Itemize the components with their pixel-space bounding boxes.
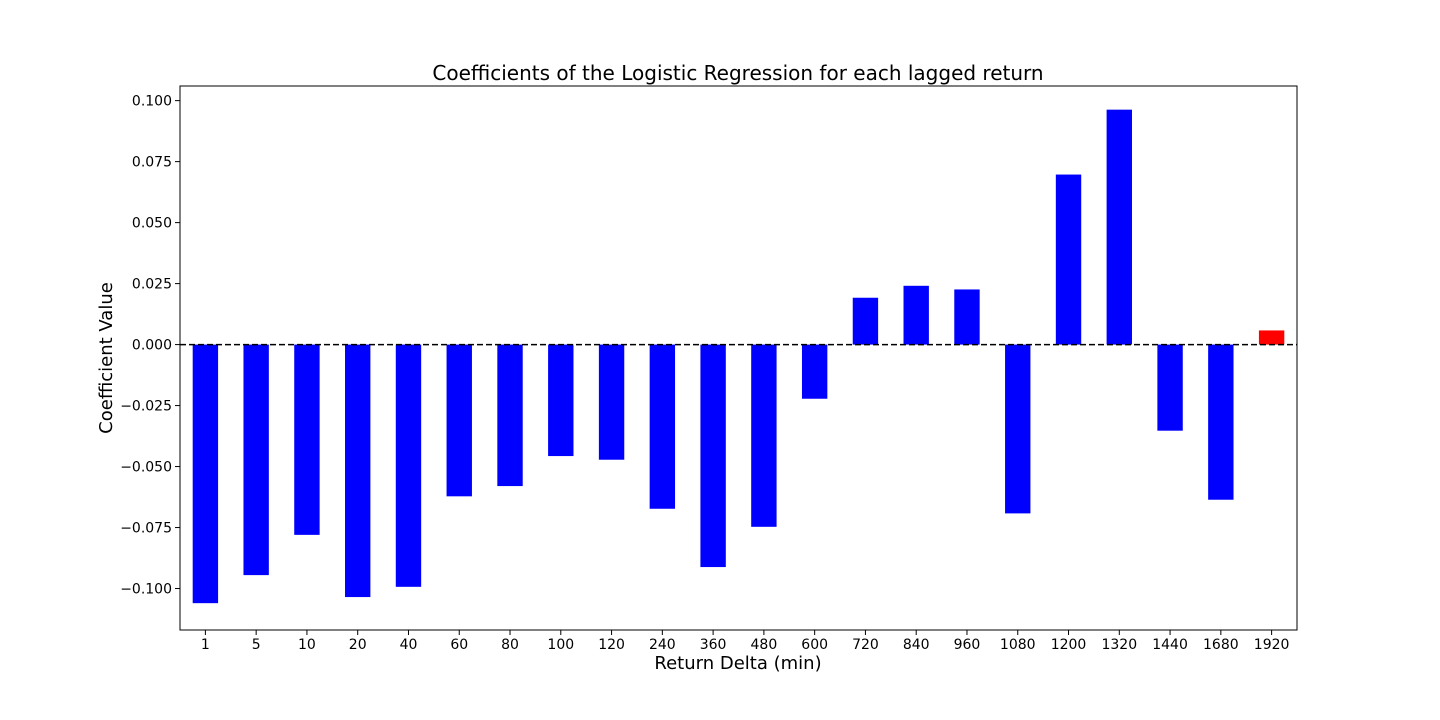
y-tick-label: 0.050 [132,216,172,232]
bar-1080 [1005,344,1031,514]
y-tick-label: −0.050 [120,460,172,476]
bar-1440 [1157,344,1183,431]
bar-60 [446,344,472,497]
y-tick-label: 0.100 [132,94,172,110]
bar-600 [801,344,828,399]
bar-100 [548,344,574,457]
bar-10 [294,344,320,535]
x-tick-label: 240 [649,637,676,653]
x-tick-label: 1 [201,637,210,653]
x-tick-label: 1320 [1101,637,1137,653]
y-tick-label: −0.075 [120,521,172,537]
x-tick-label: 840 [903,637,930,653]
bar-20 [345,344,371,598]
x-tick-label: 60 [450,637,468,653]
x-tick-label: 1920 [1254,637,1290,653]
bar-480 [751,344,777,527]
x-axis: 1 5 10 20 40 60 80 100 120 240 360 480 600 720 840 960 1… [201,630,1290,653]
x-tick-label: 360 [700,637,727,653]
x-tick-label: 100 [547,637,574,653]
x-tick-label: 720 [852,637,879,653]
bar-360 [700,344,726,568]
bar-720 [852,297,879,345]
bars-layer [192,109,1285,604]
bar-5 [243,344,269,576]
x-tick-label: 10 [298,637,316,653]
x-tick-label: 80 [501,637,519,653]
y-axis-label: Coefficient Value [96,282,117,434]
bar-1920 [1258,330,1285,345]
bar-1320 [1106,109,1132,345]
x-tick-label: 20 [349,637,367,653]
x-tick-label: 960 [954,637,981,653]
bar-1200 [1055,174,1082,345]
x-tick-label: 1080 [1000,637,1036,653]
y-axis: −0.100 −0.075 −0.050 −0.025 0.000 0.025 0.050 0… [120,94,180,598]
bar-120 [598,344,625,460]
bar-840 [903,285,929,345]
bar-1680 [1208,344,1234,500]
x-tick-label: 120 [598,637,625,653]
x-tick-label: 1680 [1203,637,1239,653]
plot-frame [179,85,1298,631]
x-tick-label: 480 [751,637,778,653]
y-tick-label: 0.075 [132,155,172,171]
x-tick-label: 1200 [1051,637,1087,653]
bar-960 [954,289,980,345]
x-tick-label: 1440 [1152,637,1188,653]
y-tick-label: −0.025 [120,399,172,415]
y-tick-label: 0.025 [132,277,172,293]
y-tick-label: −0.100 [120,582,172,598]
bar-240 [649,344,676,509]
bar-40 [395,344,422,587]
x-axis-label: Return Delta (min) [654,653,821,674]
bar-80 [497,344,523,487]
x-tick-label: 600 [801,637,828,653]
x-tick-label: 5 [252,637,261,653]
x-tick-label: 40 [400,637,418,653]
chart-title: Coefficients of the Logistic Regression … [432,61,1043,85]
bar-1 [192,344,219,604]
y-tick-label: 0.000 [132,338,172,354]
